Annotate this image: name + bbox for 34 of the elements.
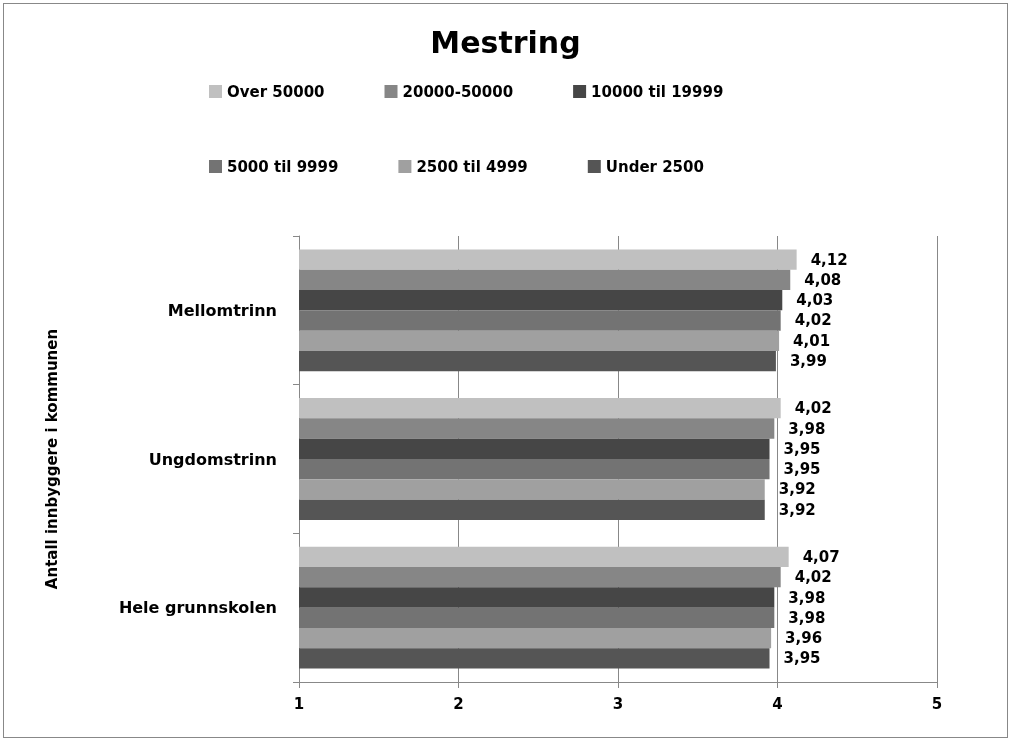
legend-label: 5000 til 9999 — [227, 157, 339, 176]
data-label: 3,95 — [783, 439, 821, 458]
y-tick-label: Ungdomstrinn — [148, 449, 277, 469]
data-label: 3,96 — [785, 629, 823, 648]
y-axis-title: Antall innbyggere i kommunen — [42, 328, 61, 590]
legend-label: 2500 til 4999 — [416, 157, 528, 176]
data-label: 3,99 — [789, 352, 827, 371]
data-label: 3,92 — [778, 500, 816, 519]
data-label: 3,95 — [783, 649, 821, 668]
data-label: 3,92 — [778, 480, 816, 499]
data-label: 4,02 — [794, 568, 832, 587]
x-tick-label: 2 — [453, 694, 464, 713]
data-label: 4,01 — [793, 331, 831, 350]
data-label: 4,08 — [804, 270, 842, 289]
data-label: 4,02 — [794, 399, 832, 418]
legend-label: 10000 til 19999 — [591, 82, 724, 101]
x-tick-label: 3 — [612, 694, 624, 713]
data-label: 4,03 — [796, 291, 834, 310]
x-tick-label: 4 — [772, 694, 783, 713]
data-label: 3,98 — [788, 419, 826, 438]
x-tick-label: 1 — [293, 694, 305, 713]
data-label: 3,98 — [788, 608, 826, 627]
data-label: 4,12 — [810, 250, 848, 269]
data-label: 3,98 — [788, 588, 826, 607]
y-tick-label: Hele grunnskolen — [118, 598, 277, 618]
legend-label: Under 2500 — [605, 157, 704, 176]
data-label: 3,95 — [783, 460, 821, 479]
data-label: 4,07 — [802, 547, 840, 566]
y-tick-label: Mellomtrinn — [167, 300, 277, 320]
legend-label: 20000-50000 — [402, 82, 514, 101]
data-label: 4,02 — [794, 311, 832, 330]
chart-title: Mestring — [430, 24, 581, 60]
x-tick-label: 5 — [931, 694, 943, 713]
legend-label: Over 50000 — [227, 82, 325, 101]
